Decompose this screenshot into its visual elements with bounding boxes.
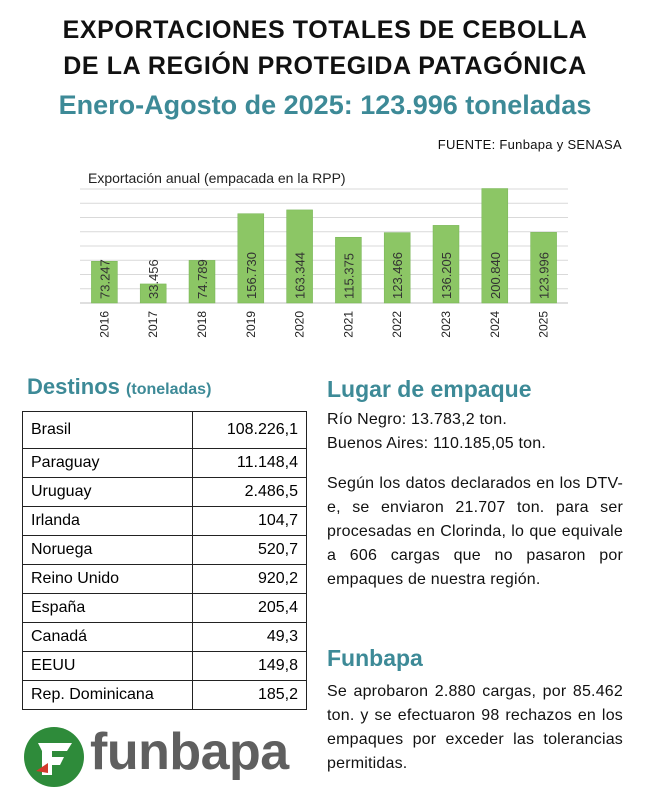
destinos-heading-label: Destinos <box>27 374 120 399</box>
chart-value-label-2022: 123.466 <box>390 252 405 299</box>
table-row: Paraguay 11.148,4 <box>22 448 307 478</box>
funbapa-logo <box>24 727 84 787</box>
chart-value-label-2020: 163.344 <box>293 252 308 299</box>
destino-value: 104,7 <box>192 506 307 536</box>
chart-value-label-2023: 136.205 <box>439 252 454 299</box>
page-subtitle: Enero-Agosto de 2025: 123.996 toneladas <box>58 90 592 120</box>
destinos-heading-unit: (toneladas) <box>126 381 212 398</box>
chart-x-labels: 2016 2017 2018 2019 2020 2021 2022 2023 2024 2025 <box>97 311 550 338</box>
destino-value: 920,2 <box>192 564 307 594</box>
destino-country: Canadá <box>22 622 193 652</box>
destino-country: Brasil <box>22 411 193 449</box>
table-row: Canadá 49,3 <box>22 622 307 652</box>
chart-x-tick-2025: 2025 <box>537 311 551 338</box>
page-title-line2: DE LA REGIÓN PROTEGIDA PATAGÓNICA <box>63 52 587 80</box>
chart-bars: 73.247 33.456 74.789 156.730 163.344 115.375 1… <box>91 188 557 304</box>
chart-bar-2016 <box>91 260 118 304</box>
source-note: FUENTE: Funbapa y SENASA <box>437 137 622 152</box>
chart-bar-2022 <box>383 232 411 304</box>
table-row: Reino Unido 920,2 <box>22 564 307 594</box>
table-row: Brasil 108.226,1 <box>22 411 307 449</box>
chart-value-label-2017: 33.456 <box>146 259 161 299</box>
chart-value-label-2018: 74.789 <box>195 259 210 299</box>
chart-x-tick-2024: 2024 <box>488 311 502 338</box>
destino-value: 185,2 <box>192 680 307 710</box>
funbapa-paragraph: Se aprobaron 2.880 cargas, por 85.462 to… <box>327 683 623 772</box>
destino-value: 520,7 <box>192 535 307 565</box>
chart-title: Exportación anual (empacada en la RPP) <box>88 170 346 186</box>
rio-negro-stat: Río Negro: 13.783,2 ton. <box>327 411 508 428</box>
chart-x-tick-2020: 2020 <box>293 311 307 338</box>
funbapa-heading: Funbapa <box>327 645 423 671</box>
chart-value-label-2025: 123.996 <box>537 252 552 299</box>
destino-country: Reino Unido <box>22 564 193 594</box>
destino-country: Uruguay <box>22 477 193 507</box>
destino-country: Paraguay <box>22 448 193 478</box>
chart-bar-2021 <box>335 236 362 304</box>
buenos-aires-stat: Buenos Aires: 110.185,05 ton. <box>327 435 546 452</box>
chart-value-label-2021: 115.375 <box>341 253 356 299</box>
chart-x-tick-2016: 2016 <box>97 311 111 338</box>
chart-value-label-2024: 200.840 <box>488 252 503 299</box>
chart-x-tick-2022: 2022 <box>390 311 404 338</box>
chart-x-tick-2021: 2021 <box>341 311 355 338</box>
table-row: Irlanda 104,7 <box>22 506 307 536</box>
clorinda-paragraph: Según los datos declarados en los DTV-e,… <box>327 475 623 588</box>
chart-x-tick-2019: 2019 <box>244 311 258 338</box>
chart-bar-2025 <box>530 232 557 304</box>
logo-wordmark: funbapa <box>90 723 289 781</box>
export-bar-chart: Exportación anual (empacada en la RPP) 7… <box>80 170 568 338</box>
destino-country: Rep. Dominicana <box>22 680 193 710</box>
destinos-table: Brasil 108.226,1 Paraguay 11.148,4 Uruguay 2.… <box>22 411 307 710</box>
chart-bar-2020 <box>286 209 313 304</box>
chart-bar-2024 <box>481 188 509 304</box>
chart-bar-2019 <box>237 213 265 304</box>
table-row: EEUU 149,8 <box>22 651 307 681</box>
chart-bar-2017 <box>139 283 167 304</box>
logo-accent-icon <box>36 763 48 773</box>
destinos-heading: Destinos (toneladas) <box>27 374 211 400</box>
chart-x-tick-2023: 2023 <box>439 311 453 338</box>
destino-value: 149,8 <box>192 651 307 681</box>
destino-value: 108.226,1 <box>192 411 307 449</box>
chart-value-label-2019: 156.730 <box>244 252 259 299</box>
destino-value: 49,3 <box>192 622 307 652</box>
chart-x-tick-2017: 2017 <box>146 311 160 338</box>
table-row: España 205,4 <box>22 593 307 623</box>
table-row: Rep. Dominicana 185,2 <box>22 680 307 710</box>
destino-value: 11.148,4 <box>192 448 307 478</box>
page-title-line1: EXPORTACIONES TOTALES DE CEBOLLA <box>62 16 588 44</box>
chart-value-label-2016: 73.247 <box>97 259 112 299</box>
destino-country: Irlanda <box>22 506 193 536</box>
destino-value: 2.486,5 <box>192 477 307 507</box>
chart-bar-2023 <box>432 225 460 304</box>
chart-bar-2018 <box>188 260 216 304</box>
destino-country: Noruega <box>22 535 193 565</box>
table-row: Uruguay 2.486,5 <box>22 477 307 507</box>
table-row: Noruega 520,7 <box>22 535 307 565</box>
destino-value: 205,4 <box>192 593 307 623</box>
lugar-heading: Lugar de empaque <box>327 376 532 402</box>
chart-x-tick-2018: 2018 <box>195 311 209 338</box>
destino-country: EEUU <box>22 651 193 681</box>
destino-country: España <box>22 593 193 623</box>
